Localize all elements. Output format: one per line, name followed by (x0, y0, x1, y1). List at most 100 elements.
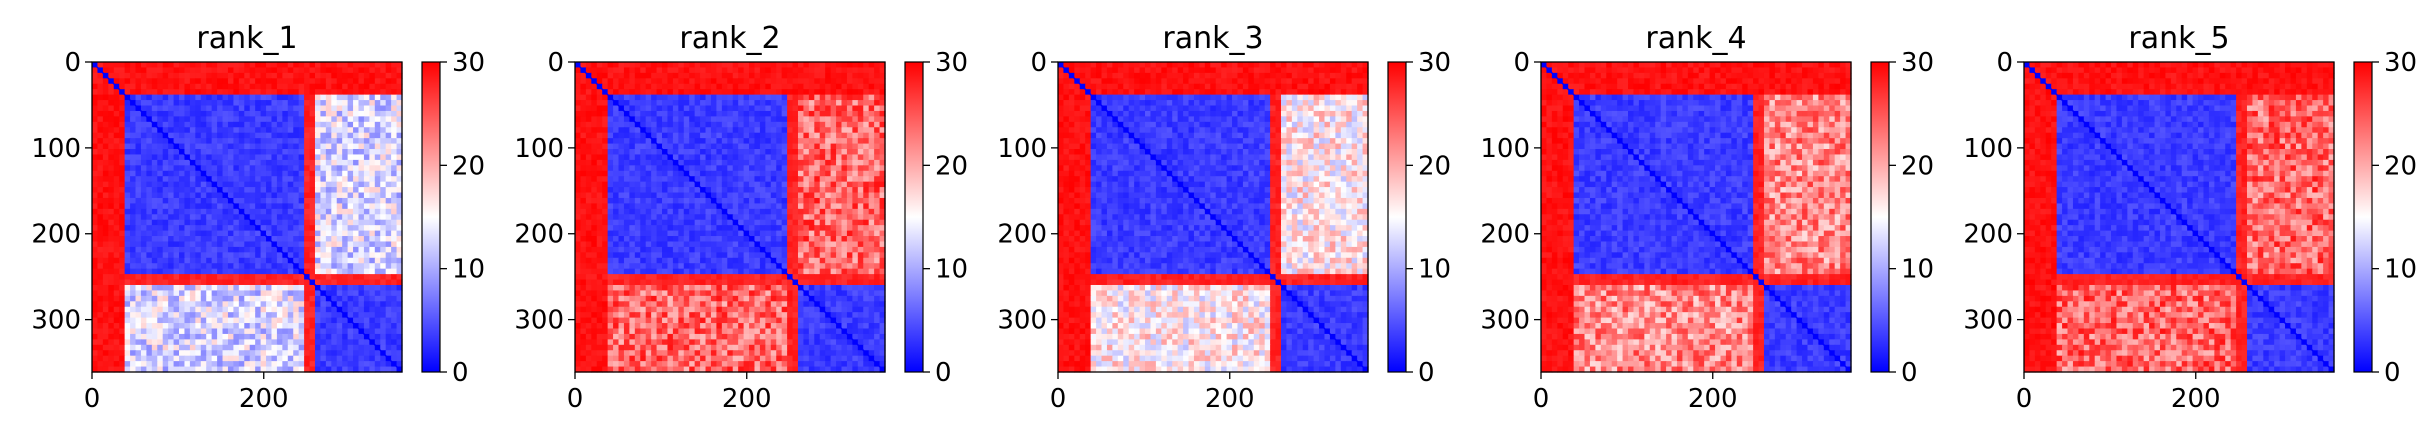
heatmap-cell (846, 89, 853, 96)
heatmap-cell (108, 100, 115, 107)
heatmap-cell (287, 295, 294, 302)
heatmap-cell (792, 94, 799, 101)
heatmap-cell (266, 67, 273, 74)
heatmap-cell (108, 366, 115, 373)
heatmap-cell (336, 78, 343, 85)
heatmap-cell (879, 83, 886, 90)
heatmap-cell (124, 105, 131, 112)
heatmap-cell (776, 181, 783, 188)
heatmap-cell (580, 127, 587, 134)
heatmap-cell (271, 355, 278, 362)
heatmap-cell (206, 263, 213, 270)
heatmap-cell (618, 197, 625, 205)
heatmap-cell (705, 159, 712, 166)
heatmap-cell (113, 94, 120, 101)
heatmap-cell (868, 187, 875, 194)
heatmap-cell (222, 203, 229, 210)
heatmap-cell (309, 323, 316, 330)
heatmap-cell (391, 252, 398, 259)
heatmap-cell (363, 208, 370, 215)
heatmap-cell (363, 350, 370, 357)
heatmap-cell (879, 149, 886, 156)
heatmap-cell (347, 312, 354, 319)
heatmap-cell (97, 149, 104, 156)
heatmap-cell (336, 230, 343, 237)
heatmap-cell (787, 159, 794, 166)
heatmap-cell (130, 192, 137, 199)
heatmap-cell (189, 366, 196, 373)
heatmap-cell (119, 67, 126, 74)
heatmap-cell (852, 67, 859, 74)
heatmap-cell (314, 230, 322, 237)
heatmap-cell (716, 214, 723, 221)
heatmap-cell (754, 105, 761, 112)
heatmap-cell (92, 203, 99, 210)
heatmap-cell (380, 241, 387, 248)
heatmap-cell (244, 110, 251, 117)
heatmap-cell (325, 208, 332, 215)
heatmap-cell (200, 361, 207, 368)
heatmap-cell (331, 263, 338, 270)
heatmap-cell (613, 197, 620, 205)
heatmap-cell (244, 170, 251, 177)
heatmap-cell (374, 301, 381, 308)
heatmap-cell (749, 100, 756, 107)
heatmap-cell (222, 105, 229, 112)
heatmap-cell (157, 274, 164, 281)
heatmap-cell (238, 263, 245, 270)
heatmap-cell (260, 154, 267, 161)
heatmap-cell (727, 116, 734, 123)
heatmap-cell (184, 187, 191, 194)
heatmap-cell (765, 116, 772, 123)
heatmap-cell (314, 83, 322, 90)
heatmap-cell (173, 154, 180, 161)
heatmap-cell (276, 344, 283, 351)
heatmap-cell (678, 78, 685, 85)
heatmap-cell (130, 181, 137, 188)
heatmap-cell (787, 121, 794, 128)
heatmap-cell (347, 350, 354, 357)
heatmap-cell (102, 154, 109, 161)
heatmap-cell (721, 94, 728, 101)
heatmap-cell (255, 295, 262, 302)
heatmap-cell (602, 181, 609, 188)
heatmap-cell (342, 110, 349, 117)
heatmap-cell (325, 333, 332, 340)
heatmap-cell (108, 83, 115, 90)
heatmap-cell (260, 317, 267, 324)
heatmap-cell (260, 214, 267, 221)
heatmap-cell (385, 284, 392, 292)
heatmap-cell (260, 176, 267, 183)
heatmap-cell (162, 94, 169, 101)
heatmap-cell (710, 203, 718, 210)
heatmap-cell (287, 323, 294, 330)
heatmap-cell (211, 344, 218, 351)
heatmap-cell (146, 72, 153, 79)
heatmap-cell (342, 279, 349, 286)
heatmap-cell (249, 143, 256, 150)
heatmap-cell (140, 290, 147, 297)
heatmap-cell (287, 197, 294, 205)
heatmap-cell (374, 230, 381, 237)
heatmap-cell (97, 312, 104, 319)
heatmap-cell (607, 219, 614, 226)
heatmap-cell (716, 105, 723, 112)
heatmap-cell (314, 333, 322, 340)
heatmap-cell (140, 62, 147, 69)
heatmap-cell (342, 290, 349, 297)
heatmap-cell (195, 252, 202, 259)
heatmap-cell (102, 116, 109, 123)
heatmap-cell (314, 165, 322, 172)
heatmap-cell (179, 138, 186, 145)
heatmap-cell (380, 274, 387, 281)
heatmap-cell (102, 89, 109, 96)
heatmap-cell (331, 306, 338, 313)
heatmap-cell (874, 181, 881, 188)
heatmap-cell (596, 132, 603, 139)
heatmap-cell (732, 67, 739, 74)
heatmap-cell (781, 89, 788, 96)
heatmap-cell (92, 170, 99, 177)
heatmap-cell (879, 143, 886, 150)
heatmap-cell (380, 333, 387, 340)
heatmap-cell (385, 94, 392, 101)
